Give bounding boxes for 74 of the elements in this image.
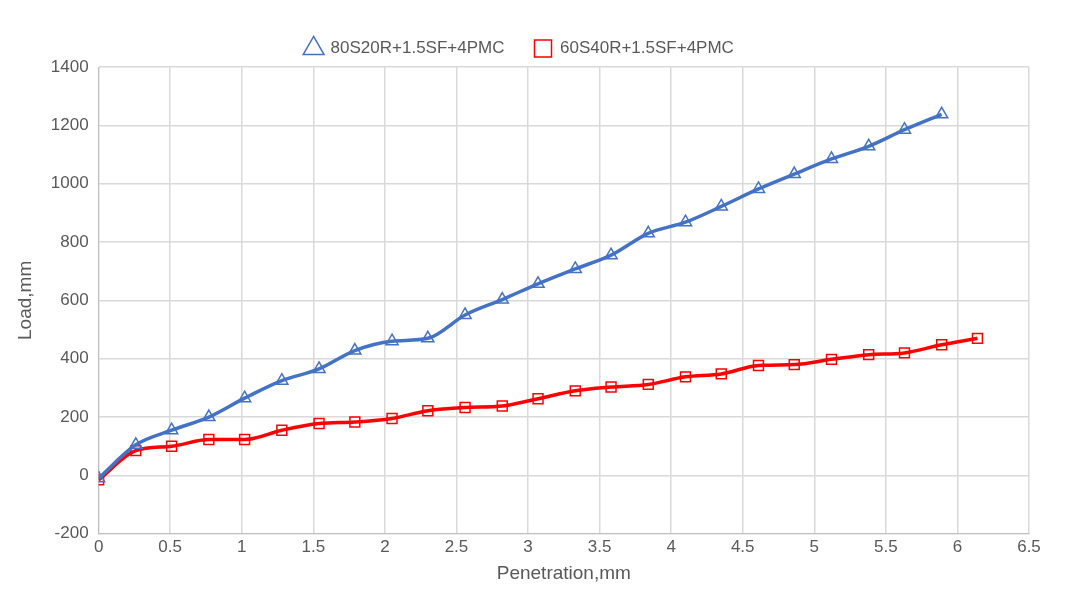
point xyxy=(385,333,399,346)
point xyxy=(642,378,654,391)
y-tick-label: 400 xyxy=(60,348,89,368)
x-tick-label: 1 xyxy=(237,536,247,556)
x-tick-label: 3.5 xyxy=(587,536,612,556)
x-tick-label: 6 xyxy=(952,536,963,556)
point xyxy=(202,409,216,422)
point xyxy=(129,437,143,450)
y-tick-label: 0 xyxy=(79,465,89,485)
point xyxy=(825,353,838,366)
point xyxy=(348,342,362,355)
x-tick-label: 6.5 xyxy=(1017,536,1041,556)
x-tick-label: 5.5 xyxy=(874,536,898,556)
x-axis-title: Penetration,mm xyxy=(496,561,631,583)
y-tick-label: 800 xyxy=(60,231,89,251)
point xyxy=(349,416,361,428)
point xyxy=(897,121,912,134)
x-tick-label: 0.5 xyxy=(158,536,183,556)
point xyxy=(751,181,766,194)
y-tick-label: 1000 xyxy=(50,173,89,193)
point xyxy=(641,225,656,238)
legend-label: 60S40R+1.5SF+4PMC xyxy=(560,38,734,58)
point xyxy=(496,400,508,412)
point xyxy=(861,138,876,151)
point xyxy=(679,371,692,383)
x-tick-label: 4 xyxy=(666,536,676,556)
point xyxy=(312,361,326,374)
x-tick-label: 1.5 xyxy=(301,536,326,556)
point xyxy=(532,393,544,405)
point xyxy=(130,444,142,457)
point xyxy=(604,247,618,260)
y-tick-label: -200 xyxy=(54,523,89,543)
point xyxy=(715,368,727,380)
point xyxy=(165,440,178,452)
point xyxy=(824,151,839,164)
point xyxy=(164,422,179,435)
point xyxy=(276,424,288,436)
y-tick-label: 1200 xyxy=(50,115,89,135)
x-tick-label: 4.5 xyxy=(730,536,755,556)
x-tick-label: 2.5 xyxy=(444,536,469,556)
point xyxy=(531,276,545,289)
point xyxy=(752,359,765,372)
point xyxy=(898,347,911,359)
point xyxy=(203,433,215,446)
point xyxy=(495,291,510,304)
y-tick-label: 1400 xyxy=(50,56,89,76)
x-tick-label: 2 xyxy=(380,536,390,556)
point xyxy=(386,412,398,425)
point xyxy=(935,339,948,351)
point xyxy=(238,433,251,446)
y-tick-label: 600 xyxy=(60,290,89,310)
point xyxy=(422,404,434,417)
point xyxy=(605,381,617,393)
y-tick-label: 200 xyxy=(60,406,89,426)
point xyxy=(459,401,471,414)
x-tick-label: 5 xyxy=(809,536,820,556)
point xyxy=(313,417,325,430)
point xyxy=(275,372,289,385)
point xyxy=(934,106,949,119)
x-tick-label: 0 xyxy=(93,536,104,556)
point xyxy=(788,358,800,371)
legend-label: 80S20R+1.5SF+4PMC xyxy=(330,38,505,58)
point xyxy=(714,198,729,211)
point xyxy=(421,330,435,343)
point xyxy=(787,166,802,179)
point xyxy=(237,390,252,403)
point xyxy=(862,348,875,361)
point xyxy=(568,261,583,274)
point xyxy=(971,332,984,345)
x-tick-label: 3 xyxy=(523,536,533,556)
point xyxy=(569,385,581,397)
point xyxy=(678,214,693,227)
point xyxy=(458,307,472,320)
y-axis-title: Load,mm xyxy=(13,260,35,340)
